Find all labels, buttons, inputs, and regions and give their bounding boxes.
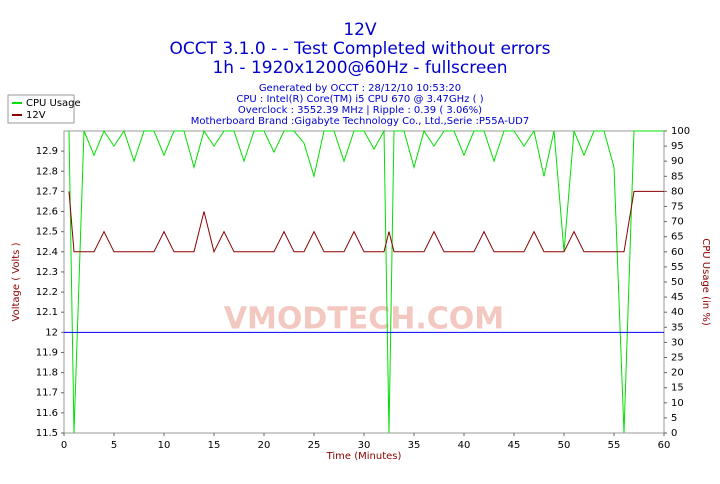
y-tick-label: 12.6 — [36, 207, 58, 218]
series-line — [68, 129, 664, 434]
y2-tick-label: 45 — [671, 292, 684, 303]
y-tick-label: 12.2 — [36, 287, 58, 298]
y2-tick-label: 30 — [671, 337, 684, 348]
x-tick-label: 55 — [608, 440, 621, 451]
y2-tick-label: 40 — [671, 307, 684, 318]
y2-tick-label: 35 — [671, 322, 684, 333]
legend-label: 12V — [26, 110, 46, 121]
y-tick-label: 11.5 — [36, 428, 58, 439]
info: CPU : Intel(R) Core(TM) i5 CPU 670 @ 3.4… — [236, 94, 483, 105]
x-tick-label: 10 — [158, 440, 171, 451]
x-axis-label: Time (Minutes) — [326, 451, 402, 462]
x-tick-label: 25 — [308, 440, 321, 451]
y2-tick-label: 100 — [671, 126, 690, 137]
y-tick-label: 12.4 — [36, 247, 58, 258]
y-axis-label: Voltage ( Volts ) — [11, 242, 22, 321]
y2-tick-label: 25 — [671, 353, 684, 364]
subtitle: OCCT 3.1.0 - - Test Completed without er… — [170, 39, 551, 59]
chart-title: 12V — [343, 20, 377, 40]
y2-tick-label: 20 — [671, 368, 684, 379]
y2-tick-label: 65 — [671, 232, 684, 243]
x-tick-label: 50 — [558, 440, 571, 451]
y-tick-label: 11.9 — [36, 347, 58, 358]
y-tick-label: 11.7 — [36, 388, 58, 399]
subtitle: 1h - 1920x1200@60Hz - fullscreen — [212, 58, 507, 78]
y2-tick-label: 90 — [671, 156, 684, 167]
series-line — [68, 190, 664, 254]
y-tick-label: 12.7 — [36, 186, 58, 197]
y-tick-label: 12.8 — [36, 166, 58, 177]
info: Motherboard Brand :Gigabyte Technology C… — [191, 116, 530, 127]
legend-box — [7, 94, 75, 124]
y2-tick-label: 95 — [671, 141, 684, 152]
y-tick-label: 11.8 — [36, 368, 58, 379]
info: Overclock : 3552.39 MHz | Ripple : 0.39 … — [238, 105, 482, 116]
x-tick-label: 5 — [111, 440, 117, 451]
x-tick-label: 60 — [658, 440, 671, 451]
y-tick-label: 11.6 — [36, 408, 58, 419]
y2-tick-label: 75 — [671, 202, 684, 213]
x-tick-label: 0 — [61, 440, 67, 451]
y-tick-label: 12.9 — [36, 146, 58, 157]
y2-axis-label: CPU Usage (in %) — [700, 238, 711, 326]
x-tick-label: 30 — [358, 440, 371, 451]
x-tick-label: 15 — [208, 440, 221, 451]
legend-label: CPU Usage — [26, 98, 81, 109]
x-tick-label: 35 — [408, 440, 421, 451]
y2-tick-label: 80 — [671, 186, 684, 197]
y2-tick-label: 10 — [671, 398, 684, 409]
x-tick-label: 40 — [458, 440, 471, 451]
y2-tick-label: 50 — [671, 277, 684, 288]
y2-tick-label: 85 — [671, 171, 684, 182]
y2-tick-label: 0 — [671, 428, 677, 439]
y-tick-label: 12.3 — [36, 267, 58, 278]
y-tick-label: 12.1 — [36, 307, 58, 318]
y-tick-label: 12 — [45, 327, 58, 338]
info: Generated by OCCT : 28/12/10 10:53:20 — [259, 83, 461, 94]
y2-tick-label: 60 — [671, 247, 684, 258]
y2-tick-label: 5 — [671, 413, 677, 424]
y2-tick-label: 55 — [671, 262, 684, 273]
y-tick-label: 12.5 — [36, 227, 58, 238]
x-tick-label: 20 — [258, 440, 271, 451]
watermark: VMODTECH.COM — [224, 302, 504, 337]
y2-tick-label: 70 — [671, 217, 684, 228]
x-tick-label: 45 — [508, 440, 521, 451]
y2-tick-label: 15 — [671, 383, 684, 394]
